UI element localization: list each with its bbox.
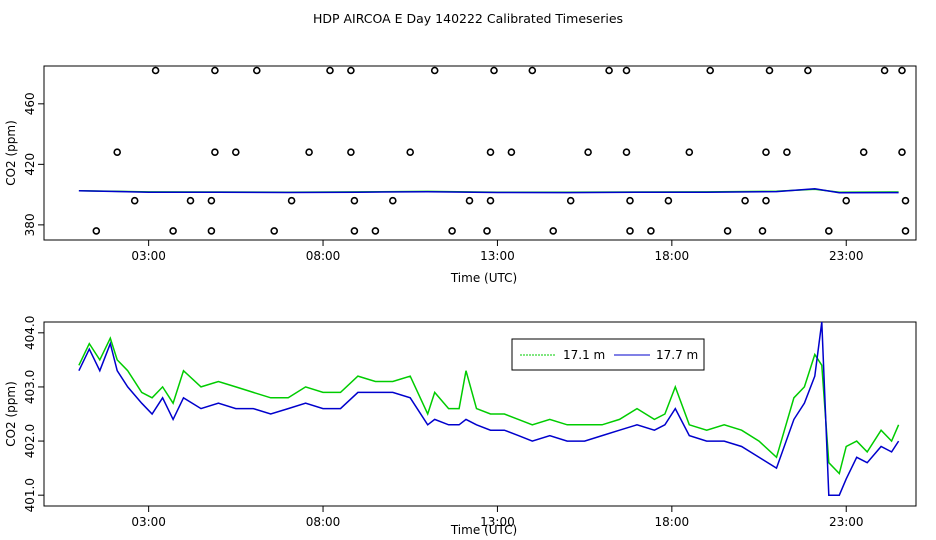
calibration-point xyxy=(207,227,216,235)
calibration-point xyxy=(723,227,732,235)
calibration-point xyxy=(783,148,791,156)
calibration-point xyxy=(252,66,261,75)
calibration-point xyxy=(169,227,177,235)
top-y-tick-label: 460 xyxy=(23,92,37,115)
legend-label-17-7: 17.7 m xyxy=(656,348,698,362)
calibration-point xyxy=(566,196,575,205)
top-series-line-17-7-m xyxy=(78,187,899,194)
calibration-point xyxy=(186,196,195,205)
legend: 17.1 m 17.7 m xyxy=(511,338,705,371)
calibration-point xyxy=(647,227,655,235)
calibration-point xyxy=(388,196,397,205)
calibration-point xyxy=(880,66,889,75)
bottom-plot-frame xyxy=(43,321,917,507)
calibration-point xyxy=(113,148,121,156)
calibration-point xyxy=(486,196,495,205)
calibration-point xyxy=(232,148,240,156)
top-x-tick-label: 18:00 xyxy=(655,249,690,263)
bottom-x-axis-label: Time (UTC) xyxy=(450,523,517,537)
chart-title: HDP AIRCOA E Day 140222 Calibrated Times… xyxy=(313,11,623,26)
calibration-point xyxy=(758,227,767,235)
calibration-point xyxy=(350,227,359,235)
bottom-x-tick-label: 13:00 xyxy=(480,515,515,529)
bottom-y-tick-label: 401.0 xyxy=(23,478,37,512)
calibration-point xyxy=(824,227,833,235)
calibration-point xyxy=(898,148,906,156)
calibration-point xyxy=(901,196,910,205)
top-y-tick-label: 420 xyxy=(23,153,37,176)
calibration-point xyxy=(842,196,851,205)
calibration-point xyxy=(706,66,715,75)
legend-label-17-1: 17.1 m xyxy=(563,348,605,362)
calibration-point xyxy=(584,148,592,156)
calibration-point xyxy=(406,148,415,156)
calibration-point xyxy=(741,196,749,205)
top-x-tick-label: 13:00 xyxy=(480,249,515,263)
top-y-axis-label: CO2 (ppm) xyxy=(4,120,18,186)
bottom-axis-ticks: 03:00 08:00 13:00 18:00 23:00 401.0 402.0 403.0… xyxy=(23,316,864,529)
bottom-series-line-17-7-m xyxy=(78,321,900,496)
top-panel: 03:00 08:00 13:00 18:00 23:00 380 420 460 Time … xyxy=(4,65,917,285)
top-axis-ticks: 03:00 08:00 13:00 18:00 23:00 380 420 460 xyxy=(23,92,864,263)
calibration-point xyxy=(490,66,498,75)
calibration-point xyxy=(804,66,812,75)
calibration-point xyxy=(765,66,774,75)
calibration-point xyxy=(483,227,491,235)
calibration-point xyxy=(350,196,359,205)
calibration-point xyxy=(507,148,516,156)
calibration-point xyxy=(347,148,355,156)
calibration-point xyxy=(622,148,631,156)
calibration-point xyxy=(664,196,673,205)
top-x-tick-label: 08:00 xyxy=(306,249,341,263)
top-y-tick-label: 380 xyxy=(23,213,37,236)
calibration-point xyxy=(151,66,160,75)
bottom-x-tick-label: 03:00 xyxy=(131,515,166,529)
calibration-point xyxy=(762,196,770,205)
bottom-y-tick-label: 402.0 xyxy=(23,424,37,458)
calibration-point xyxy=(305,148,313,156)
calibration-point xyxy=(211,148,219,156)
calibration-point xyxy=(207,196,216,205)
bottom-panel: 03:00 08:00 13:00 18:00 23:00 401.0 402.0 403.0… xyxy=(4,316,917,537)
calibration-point xyxy=(465,196,474,205)
bottom-x-tick-label: 08:00 xyxy=(306,515,341,529)
calibration-point xyxy=(92,227,101,235)
calibration-point xyxy=(528,66,537,75)
calibration-point xyxy=(448,227,456,235)
calibration-point xyxy=(549,227,558,235)
calibration-point xyxy=(486,148,495,156)
bottom-series-lines xyxy=(78,321,900,496)
calibration-point xyxy=(371,227,380,235)
bottom-x-tick-label: 23:00 xyxy=(829,515,864,529)
calibration-point xyxy=(859,148,868,156)
calibration-point xyxy=(626,196,634,205)
calibration-point xyxy=(287,196,296,205)
calibration-point xyxy=(605,66,613,75)
top-calibration-points xyxy=(92,66,910,235)
top-x-tick-label: 03:00 xyxy=(131,249,166,263)
calibration-point xyxy=(685,148,694,156)
top-x-axis-label: Time (UTC) xyxy=(450,271,517,285)
calibration-point xyxy=(270,227,279,235)
bottom-y-axis-label: CO2 (ppm) xyxy=(4,381,18,447)
top-series-lines xyxy=(78,187,899,194)
calibration-point xyxy=(211,66,219,75)
calibration-point xyxy=(626,227,634,235)
bottom-y-tick-label: 404.0 xyxy=(23,316,37,350)
calibration-point xyxy=(326,66,334,75)
bottom-y-tick-label: 403.0 xyxy=(23,370,37,404)
calibration-point xyxy=(430,66,439,75)
calibration-point xyxy=(901,227,910,235)
bottom-series-line-17-1-m xyxy=(78,336,900,475)
calibration-point xyxy=(347,66,355,75)
top-x-tick-label: 23:00 xyxy=(829,249,864,263)
calibration-point xyxy=(762,148,770,156)
calibration-point xyxy=(898,66,906,75)
bottom-x-tick-label: 18:00 xyxy=(655,515,690,529)
calibration-point xyxy=(622,66,631,75)
top-plot-frame xyxy=(43,65,917,241)
calibration-point xyxy=(130,196,139,205)
